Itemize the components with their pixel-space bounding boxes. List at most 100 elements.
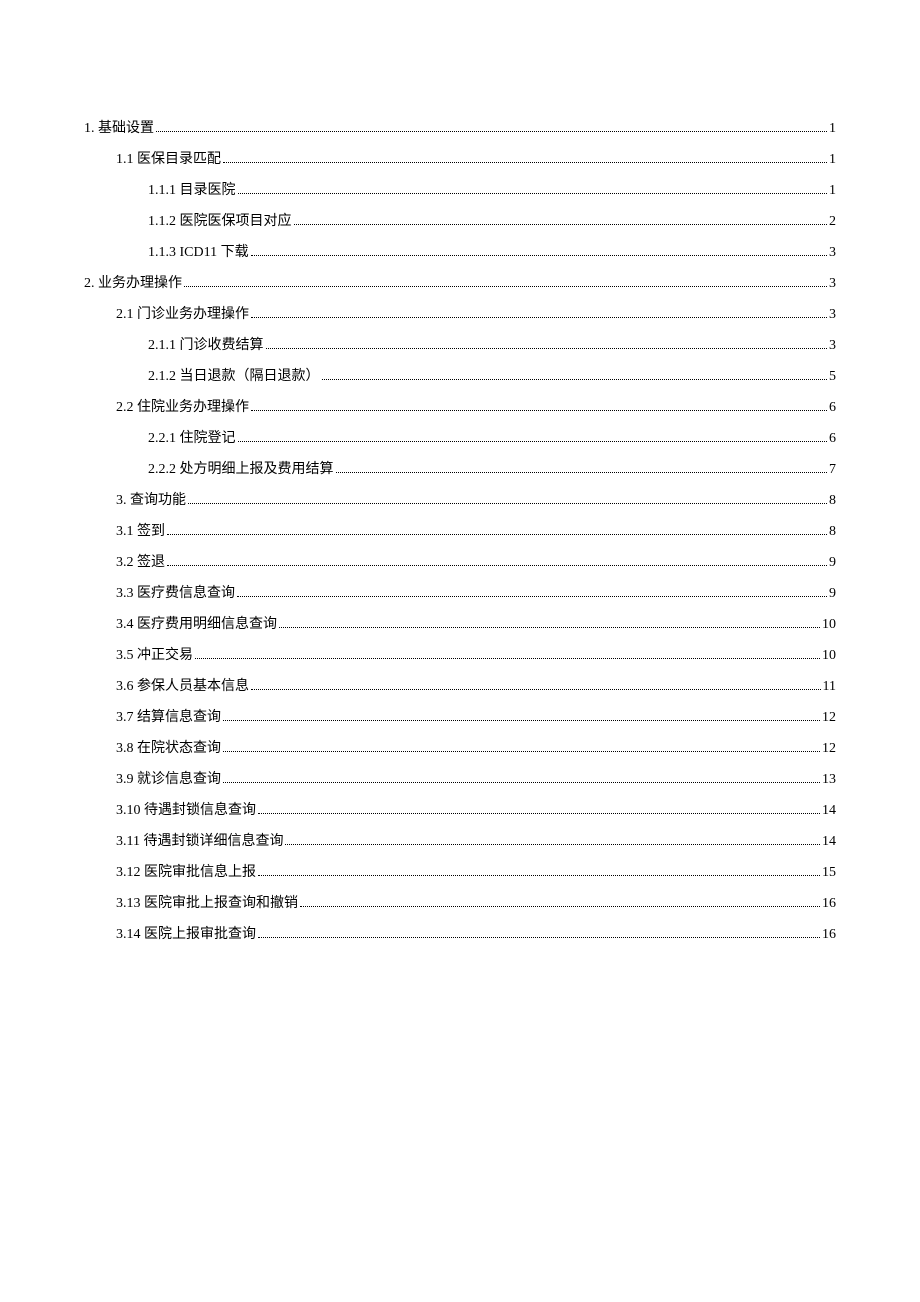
toc-entry-page: 9: [829, 552, 836, 573]
toc-leader-dots: [251, 689, 821, 690]
toc-entry-page: 10: [822, 645, 836, 666]
toc-entry-page: 7: [829, 459, 836, 480]
toc-entry-label: 3.10 待遇封锁信息查询: [116, 800, 256, 821]
toc-entry-page: 6: [829, 397, 836, 418]
toc-leader-dots: [223, 720, 820, 721]
toc-entry-label: 3.9 就诊信息查询: [116, 769, 221, 790]
toc-entry-label: 2.2.1 住院登记: [148, 428, 236, 449]
toc-entry-page: 3: [829, 335, 836, 356]
toc-entry-label: 3.4 医疗费用明细信息查询: [116, 614, 277, 635]
toc-entry-page: 3: [829, 304, 836, 325]
toc-leader-dots: [279, 627, 820, 628]
toc-entry-page: 5: [829, 366, 836, 387]
toc-entry[interactable]: 3.10 待遇封锁信息查询 14: [84, 800, 836, 821]
toc-entry[interactable]: 3.12 医院审批信息上报 15: [84, 862, 836, 883]
toc-entry-page: 13: [822, 769, 836, 790]
toc-entry-page: 8: [829, 521, 836, 542]
toc-entry[interactable]: 2.1 门诊业务办理操作 3: [84, 304, 836, 325]
toc-leader-dots: [223, 782, 820, 783]
toc-entry[interactable]: 3.9 就诊信息查询 13: [84, 769, 836, 790]
toc-entry-page: 14: [822, 800, 836, 821]
toc-entry[interactable]: 3.7 结算信息查询 12: [84, 707, 836, 728]
toc-entry[interactable]: 2.2.2 处方明细上报及费用结算 7: [84, 459, 836, 480]
toc-entry-label: 2.1.1 门诊收费结算: [148, 335, 264, 356]
toc-entry-page: 8: [829, 490, 836, 511]
toc-entry-label: 3.14 医院上报审批查询: [116, 924, 256, 945]
toc-entry-label: 3.12 医院审批信息上报: [116, 862, 256, 883]
toc-entry[interactable]: 3.4 医疗费用明细信息查询 10: [84, 614, 836, 635]
toc-entry-label: 3.6 参保人员基本信息: [116, 676, 249, 697]
toc-leader-dots: [237, 596, 827, 597]
toc-entry[interactable]: 1.1.3 ICD11 下载 3: [84, 242, 836, 263]
toc-entry-page: 12: [822, 738, 836, 759]
toc-entry-label: 1.1.3 ICD11 下载: [148, 242, 249, 263]
toc-leader-dots: [223, 162, 827, 163]
toc-leader-dots: [156, 131, 827, 132]
toc-entry-label: 2.1.2 当日退款（隔日退款）: [148, 366, 320, 387]
table-of-contents: 1. 基础设置1 1.1 医保目录匹配 1 1.1.1 目录医院 1 1.1.2 医院医保…: [84, 118, 836, 945]
toc-entry-page: 6: [829, 428, 836, 449]
toc-entry-label: 2.1 门诊业务办理操作: [116, 304, 249, 325]
toc-leader-dots: [251, 255, 827, 256]
toc-entry-label: 3.7 结算信息查询: [116, 707, 221, 728]
toc-leader-dots: [266, 348, 828, 349]
toc-leader-dots: [285, 844, 820, 845]
toc-entry[interactable]: 2.1.2 当日退款（隔日退款） 5: [84, 366, 836, 387]
toc-entry[interactable]: 1.1.1 目录医院 1: [84, 180, 836, 201]
toc-leader-dots: [167, 534, 827, 535]
toc-entry-label: 3.8 在院状态查询: [116, 738, 221, 759]
toc-entry[interactable]: 3.5 冲正交易 10: [84, 645, 836, 666]
toc-entry[interactable]: 3.13 医院审批上报查询和撤销16: [84, 893, 836, 914]
toc-leader-dots: [336, 472, 828, 473]
toc-entry[interactable]: 3.11 待遇封锁详细信息查询14: [84, 831, 836, 852]
toc-entry-label: 1. 基础设置: [84, 118, 154, 139]
toc-entry[interactable]: 1. 基础设置1: [84, 118, 836, 139]
toc-leader-dots: [238, 193, 828, 194]
toc-entry[interactable]: 2.2.1 住院登记 6: [84, 428, 836, 449]
toc-entry-page: 11: [823, 676, 836, 697]
toc-leader-dots: [258, 937, 820, 938]
toc-leader-dots: [251, 317, 827, 318]
toc-entry-page: 3: [829, 273, 836, 294]
toc-leader-dots: [251, 410, 827, 411]
toc-entry-page: 15: [822, 862, 836, 883]
toc-entry-label: 3.2 签退: [116, 552, 165, 573]
toc-entry-label: 1.1.2 医院医保项目对应: [148, 211, 292, 232]
toc-entry-label: 1.1.1 目录医院: [148, 180, 236, 201]
toc-entry[interactable]: 2.2 住院业务办理操作6: [84, 397, 836, 418]
toc-entry[interactable]: 1.1 医保目录匹配 1: [84, 149, 836, 170]
toc-entry-page: 10: [822, 614, 836, 635]
toc-entry-label: 3.5 冲正交易: [116, 645, 193, 666]
toc-entry[interactable]: 2.1.1 门诊收费结算 3: [84, 335, 836, 356]
toc-entry-page: 3: [829, 242, 836, 263]
toc-entry[interactable]: 1.1.2 医院医保项目对应 2: [84, 211, 836, 232]
toc-leader-dots: [167, 565, 827, 566]
toc-entry[interactable]: 3. 查询功能 8: [84, 490, 836, 511]
toc-leader-dots: [258, 813, 820, 814]
toc-entry-page: 16: [822, 893, 836, 914]
toc-entry[interactable]: 3.2 签退 9: [84, 552, 836, 573]
toc-entry-label: 3.1 签到: [116, 521, 165, 542]
toc-entry[interactable]: 3.14 医院上报审批查询16: [84, 924, 836, 945]
toc-entry-label: 1.1 医保目录匹配: [116, 149, 221, 170]
toc-entry-page: 2: [829, 211, 836, 232]
toc-leader-dots: [238, 441, 828, 442]
toc-entry-label: 3.3 医疗费信息查询: [116, 583, 235, 604]
toc-entry-page: 1: [829, 149, 836, 170]
toc-leader-dots: [294, 224, 828, 225]
toc-entry[interactable]: 3.1 签到 8: [84, 521, 836, 542]
toc-entry[interactable]: 3.8 在院状态查询 12: [84, 738, 836, 759]
toc-entry[interactable]: 2. 业务办理操作 3: [84, 273, 836, 294]
toc-entry[interactable]: 3.6 参保人员基本信息 11: [84, 676, 836, 697]
toc-entry[interactable]: 3.3 医疗费信息查询9: [84, 583, 836, 604]
toc-leader-dots: [188, 503, 827, 504]
toc-entry-label: 3. 查询功能: [116, 490, 186, 511]
toc-entry-page: 14: [822, 831, 836, 852]
toc-leader-dots: [184, 286, 827, 287]
toc-entry-page: 1: [829, 180, 836, 201]
toc-entry-label: 2. 业务办理操作: [84, 273, 182, 294]
toc-leader-dots: [300, 906, 820, 907]
toc-entry-page: 12: [822, 707, 836, 728]
toc-leader-dots: [223, 751, 820, 752]
toc-entry-label: 2.2.2 处方明细上报及费用结算: [148, 459, 334, 480]
